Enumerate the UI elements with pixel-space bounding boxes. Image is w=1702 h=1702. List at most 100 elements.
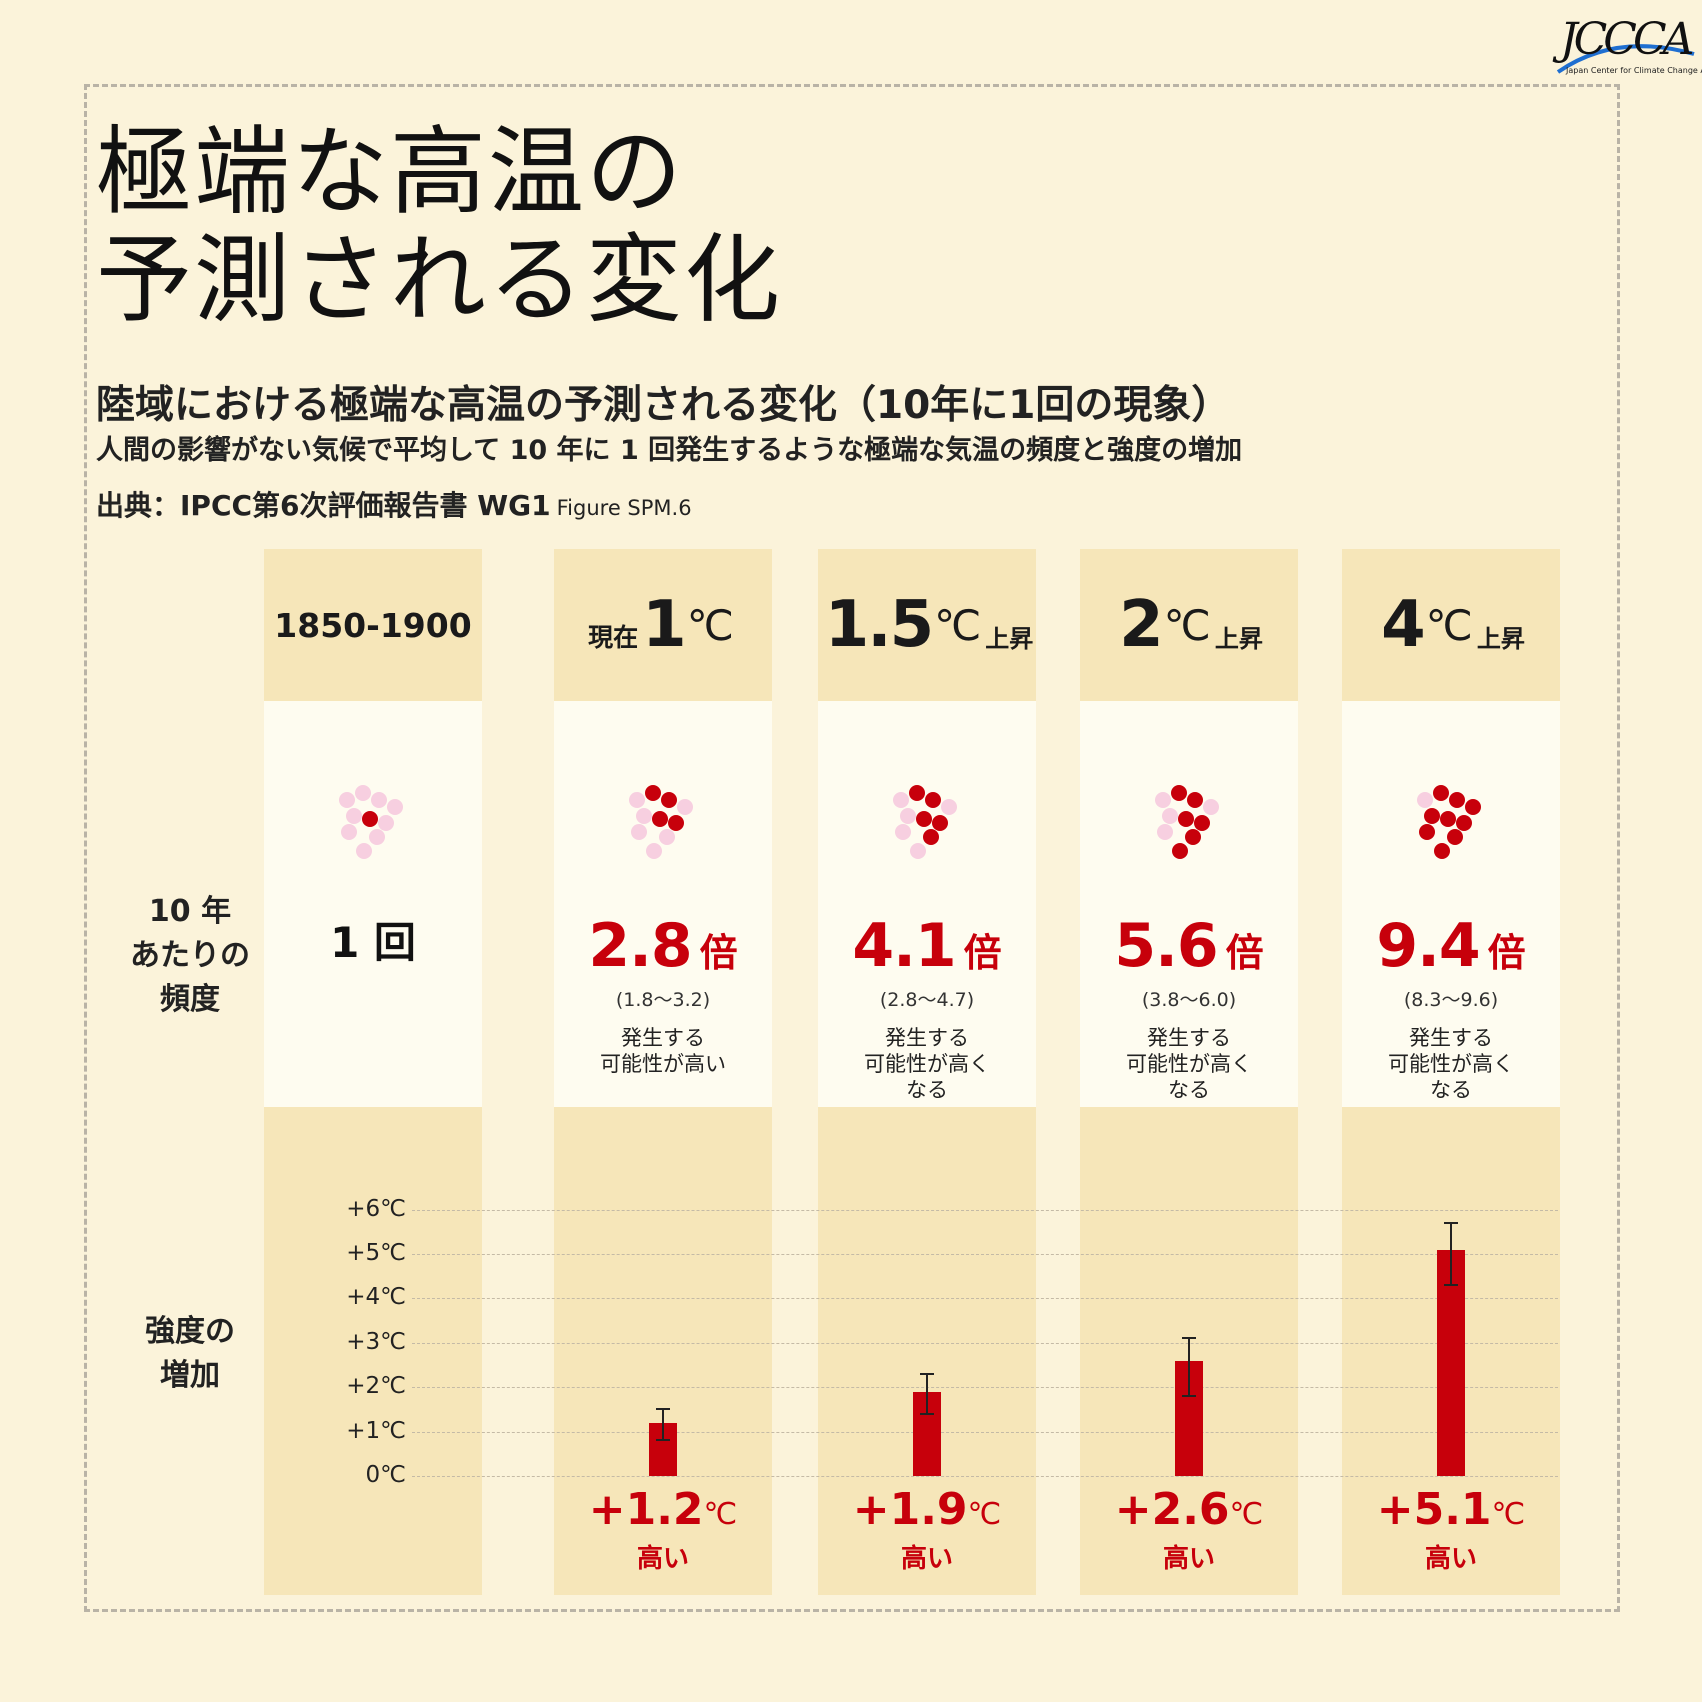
baseline-header: 1850-1900: [264, 549, 482, 701]
y-tick-label: +3℃: [346, 1328, 406, 1355]
intensity-value-label: +5.1℃: [1342, 1484, 1560, 1535]
frequency-label-line: 10 年: [148, 894, 232, 929]
page-title: 極端な高温の 予測される変化: [96, 118, 782, 334]
frequency-range: (8.3～9.6): [1403, 989, 1499, 1011]
scenario-header: 2 ℃ 上昇: [1080, 549, 1298, 701]
error-bar-cap: [1182, 1337, 1196, 1340]
event-dot-highlighted: [1447, 829, 1463, 845]
scenario-header-suffix: 上昇: [1476, 624, 1525, 653]
logo-subtitle: Japan Center for Climate Change Actions: [1566, 66, 1702, 75]
event-dot: [1162, 808, 1178, 824]
event-dot: [910, 843, 926, 859]
intensity-note: 高い: [900, 1544, 953, 1574]
jccca-logo: JCCCA Japan Center for Climate Change Ac…: [1556, 14, 1702, 80]
y-gridline: [412, 1254, 1558, 1255]
event-dot: [941, 799, 957, 815]
chart-subtitle: 陸域における極端な高温の予測される変化（10年に1回の現象）: [96, 383, 1231, 428]
event-dot-highlighted: [668, 815, 684, 831]
likelihood-line: 可能性が高く: [864, 1052, 990, 1076]
intensity-row-label: 強度の 増加: [110, 1310, 270, 1398]
frequency-unit: 倍: [963, 931, 1002, 975]
intensity-value: +5.1: [1376, 1484, 1492, 1535]
source-figure: Figure SPM.6: [556, 496, 692, 520]
event-dot-highlighted: [1194, 815, 1210, 831]
intensity-bar: [1437, 1249, 1465, 1476]
likelihood-text: 発生する 可能性が高い: [554, 1025, 772, 1077]
event-dot: [355, 785, 371, 801]
y-tick-label: +6℃: [346, 1195, 406, 1222]
baseline-column: 1850-1900 1 回: [264, 549, 482, 1595]
frequency-dots: [1417, 785, 1481, 859]
scenario-degree-unit: ℃: [934, 600, 982, 650]
frequency-dots: [1155, 785, 1219, 859]
intensity-value-label: +1.2℃: [554, 1484, 772, 1535]
baseline-period: 1850-1900: [274, 605, 472, 645]
error-bar: [662, 1409, 664, 1441]
dashed-frame: [84, 84, 1620, 1612]
frequency-label-line: 頻度: [160, 982, 220, 1017]
intensity-note: 高い: [1162, 1544, 1215, 1574]
scenario-column: 4 ℃ 上昇 9.4 倍 (8.3～9.6) 発生する 可能性が高く なる: [1342, 549, 1560, 1595]
scenario-header: 4 ℃ 上昇: [1342, 549, 1560, 701]
event-dot-highlighted: [1449, 792, 1465, 808]
scenario-degree-unit: ℃: [1425, 600, 1473, 650]
frequency-label-line: あたりの: [130, 938, 250, 973]
event-dot: [378, 815, 394, 831]
event-dot-highlighted: [1419, 824, 1435, 840]
intensity-label-line: 強度の: [145, 1314, 235, 1349]
event-dot-highlighted: [1424, 808, 1440, 824]
event-dot: [895, 824, 911, 840]
event-dot-highlighted: [1465, 799, 1481, 815]
y-gridline: [412, 1387, 1558, 1389]
scenario-degree-unit: ℃: [686, 600, 734, 650]
frequency-multiplier: 2.8: [588, 911, 692, 981]
y-gridline: [412, 1476, 1558, 1477]
event-dot: [631, 824, 647, 840]
logo-arc-icon: [1556, 44, 1695, 74]
event-dot: [646, 843, 662, 859]
event-dot: [341, 824, 357, 840]
source-main: 出典：IPCC第6次評価報告書 WG1: [96, 489, 551, 522]
event-dot: [1203, 799, 1219, 815]
event-dot-highlighted: [1440, 811, 1456, 827]
source-credit: 出典：IPCC第6次評価報告書 WG1 Figure SPM.6: [96, 484, 692, 524]
scenario-column: 1.5 ℃ 上昇 4.1 倍 (2.8～4.7) 発生する 可能性が高く なる: [818, 549, 1036, 1595]
frequency-value: 4.1 倍: [818, 911, 1036, 981]
logo-mark: JCCCA: [1560, 14, 1694, 65]
event-dot-highlighted: [1434, 843, 1450, 859]
event-dot-highlighted: [925, 792, 941, 808]
frequency-value: 9.4 倍: [1342, 911, 1560, 981]
event-dot-highlighted: [923, 829, 939, 845]
event-dot-highlighted: [1187, 792, 1203, 808]
y-gridline: [412, 1431, 1558, 1433]
baseline-dots: [339, 785, 403, 859]
scenario-header-prefix: 現在: [588, 623, 639, 652]
y-tick-label: +4℃: [346, 1284, 406, 1311]
event-dot-highlighted: [362, 811, 378, 827]
likelihood-text: 発生する 可能性が高く なる: [818, 1025, 1036, 1103]
intensity-value: +1.9: [852, 1484, 968, 1535]
scenario-frequency-cell: 2.8 倍 (1.8～3.2) 発生する 可能性が高い: [554, 701, 772, 1107]
likelihood-line: 発生する: [1147, 1026, 1231, 1050]
event-dot: [893, 792, 909, 808]
frequency-multiplier: 4.1: [852, 911, 956, 981]
error-bar-cap: [920, 1412, 934, 1415]
likelihood-line: なる: [906, 1078, 948, 1102]
intensity-note: 高い: [1424, 1544, 1477, 1574]
title-line-1: 極端な高温の: [96, 116, 684, 228]
likelihood-line: 発生する: [885, 1026, 969, 1050]
event-dot-highlighted: [661, 792, 677, 808]
error-bar-cap: [1444, 1221, 1458, 1224]
scenario-intensity-cell: [818, 1107, 1036, 1595]
event-dot-highlighted: [645, 785, 661, 801]
event-dot-highlighted: [932, 815, 948, 831]
likelihood-line: なる: [1430, 1078, 1472, 1102]
likelihood-line: なる: [1168, 1078, 1210, 1102]
scenario-warming-level: 1: [642, 588, 687, 662]
error-bar: [1450, 1222, 1452, 1286]
frequency-row-label: 10 年 あたりの 頻度: [110, 890, 270, 1022]
event-dot: [369, 829, 385, 845]
scenario-column: 現在 1 ℃ 2.8 倍 (1.8～3.2) 発生する 可能性が高い: [554, 549, 772, 1595]
likelihood-line: 可能性が高い: [600, 1052, 726, 1076]
baseline-frequency-cell: 1 回: [264, 701, 482, 1107]
